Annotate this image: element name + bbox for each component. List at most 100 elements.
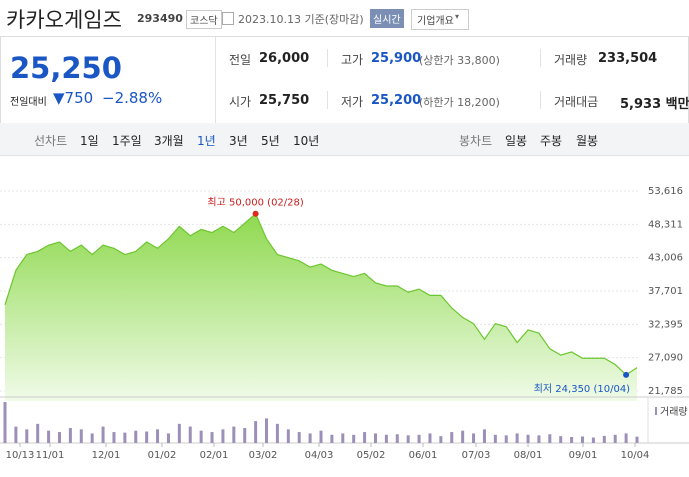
y-tick-label: 48,311	[648, 219, 683, 230]
volume-bar	[515, 433, 519, 443]
period-tab[interactable]: 1년	[197, 134, 216, 148]
x-tick-label: 10/04	[621, 450, 650, 461]
period-tab[interactable]: 1주일	[112, 134, 142, 148]
quote-value: 25,200	[371, 93, 422, 108]
volume-bar	[57, 432, 61, 443]
volume-bar	[3, 402, 7, 443]
price-line	[4, 212, 638, 376]
volume-bar	[177, 423, 181, 443]
period-tab[interactable]: 3년	[229, 134, 248, 148]
volume-bar	[450, 432, 454, 443]
divider	[327, 91, 328, 109]
volume-bar	[123, 432, 127, 443]
volume-bar	[363, 432, 367, 443]
volume-bar	[482, 429, 486, 443]
volume-bar	[68, 427, 72, 443]
volume-bar	[581, 436, 585, 443]
x-tick-label: 05/02	[357, 450, 386, 461]
volume-bar	[145, 431, 149, 443]
volume-bar	[156, 429, 160, 443]
x-tick-label: 08/01	[514, 450, 543, 461]
x-tick-label: 03/02	[249, 450, 278, 461]
tab-label: 선차트	[34, 134, 68, 148]
x-tick-label: 07/03	[462, 450, 491, 461]
x-tick-label: 04/03	[305, 450, 334, 461]
candle-tab[interactable]: 월봉	[576, 134, 599, 148]
period-tab[interactable]: 5년	[261, 134, 280, 148]
volume-bar	[47, 430, 51, 443]
volume-bar	[559, 436, 563, 443]
volume-bar	[504, 435, 508, 443]
quote-key: 저가	[341, 95, 364, 109]
volume-bar	[79, 429, 83, 443]
volume-bar	[254, 421, 258, 443]
period-tab[interactable]: 10년	[293, 134, 320, 148]
divider	[215, 37, 216, 123]
quote-key: 고가	[341, 53, 364, 67]
volume-bar	[199, 430, 203, 443]
x-tick-label: 11/01	[36, 450, 65, 461]
change-label: 전일대비	[10, 97, 47, 108]
divider	[327, 49, 328, 67]
price-area	[5, 213, 637, 401]
x-tick-label: 02/01	[200, 450, 229, 461]
volume-bar	[297, 432, 301, 443]
price: 25,250	[10, 51, 122, 85]
volume-bar	[472, 433, 476, 443]
volume-bar	[90, 433, 94, 443]
y-tick-label: 32,395	[648, 319, 683, 330]
period-tab[interactable]: 1일	[80, 134, 99, 148]
volume-bar	[25, 429, 29, 443]
x-tick-label: 01/02	[148, 450, 177, 461]
realtime-badge[interactable]: 실시간	[370, 9, 404, 28]
candle-tab[interactable]: 일봉	[505, 134, 528, 148]
volume-bar	[417, 434, 421, 443]
volume-bar	[406, 435, 410, 443]
max-label: 최고 50,000 (02/28)	[207, 197, 303, 209]
min-marker	[623, 371, 630, 378]
company-button[interactable]: 기업개요	[411, 9, 469, 30]
change-pct: −2.88%	[102, 89, 163, 107]
quote-value: 25,750	[259, 93, 310, 108]
volume-bar	[319, 430, 323, 443]
quote-key: 거래대금	[554, 95, 599, 109]
change: ▼750	[53, 89, 94, 107]
calendar-icon	[222, 12, 234, 25]
volume-bar	[308, 433, 312, 443]
volume-bar	[526, 434, 530, 443]
volume-bar	[548, 434, 552, 443]
quote-value: 233,504	[598, 51, 658, 66]
volume-bar	[188, 426, 192, 443]
date: 2023.10.13 기준(장마감)	[238, 13, 364, 26]
market-badge: 코스닥	[186, 10, 222, 29]
volume-bar	[493, 434, 497, 443]
y-tick-label: 37,701	[648, 286, 683, 297]
header: 카카오게임즈 293490 코스닥 2023.10.13 기준(장마감) 실시간…	[0, 0, 689, 36]
divider	[540, 91, 541, 109]
volume-bar	[166, 433, 170, 443]
volume-bar	[275, 423, 279, 443]
volume-bar	[14, 426, 18, 443]
volume-bar	[602, 435, 606, 443]
period-tab[interactable]: 3개월	[154, 134, 184, 148]
volume-bar	[537, 435, 541, 443]
stock-name: 카카오게임즈	[6, 8, 122, 32]
x-tick-label: 09/01	[569, 450, 598, 461]
volume-bar	[134, 430, 138, 443]
x-tick-label: 06/01	[409, 450, 438, 461]
stock-code: 293490	[137, 12, 183, 25]
quote-key: 시가	[229, 95, 252, 109]
y-tick-label: 21,785	[648, 386, 683, 397]
volume-bar	[36, 423, 40, 443]
candle-tab[interactable]: 주봉	[540, 134, 563, 148]
quote-value: 5,933 백만	[620, 97, 689, 112]
min-label: 최저 24,350 (10/04)	[534, 383, 630, 395]
volume-bar	[439, 436, 443, 443]
volume-legend: 거래량	[660, 406, 688, 418]
quote-note: (상한가 33,800)	[419, 54, 500, 67]
volume-bar	[112, 432, 116, 443]
y-tick-label: 27,090	[648, 353, 683, 364]
legend-swatch	[655, 407, 657, 415]
volume-bar	[210, 432, 214, 443]
y-tick-label: 43,006	[648, 253, 683, 264]
